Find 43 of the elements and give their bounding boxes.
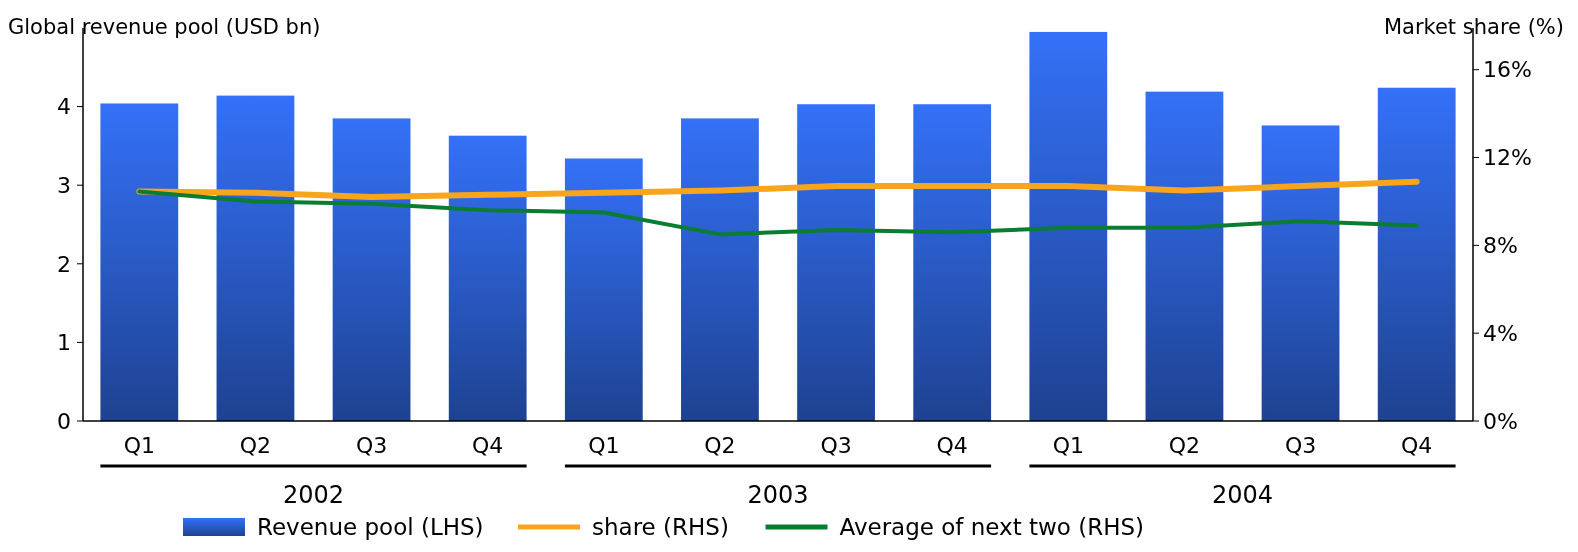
x-tick-label: Q2 bbox=[239, 433, 272, 458]
x-tick-label: Q4 bbox=[936, 433, 968, 458]
x-tick-label: Q4 bbox=[472, 433, 504, 458]
x-tick-label: Q1 bbox=[588, 433, 620, 458]
y2-axis-title: Market share (%) bbox=[1383, 15, 1564, 39]
text: 2003 bbox=[747, 481, 809, 509]
bar bbox=[448, 135, 527, 421]
bar bbox=[1029, 31, 1108, 421]
x-tick-label: Q3 bbox=[355, 433, 388, 458]
x-tick-label: Q3 bbox=[820, 433, 852, 458]
y2-tick-label: 4% bbox=[1483, 320, 1518, 346]
bar bbox=[797, 104, 875, 421]
bar bbox=[216, 95, 295, 421]
line-series bbox=[137, 189, 1419, 237]
bar bbox=[1145, 91, 1224, 421]
y2-tick-label: 16% bbox=[1483, 57, 1532, 83]
legend-label: share (RHS) bbox=[592, 514, 729, 541]
y-axis-title: Global revenue pool (USD bn) bbox=[8, 15, 321, 39]
y-tick-label: 2 bbox=[57, 251, 71, 277]
bar bbox=[564, 158, 643, 421]
bar bbox=[332, 118, 411, 421]
y-tick-label: 1 bbox=[57, 330, 71, 356]
text: 2004 bbox=[1211, 481, 1274, 509]
y-tick-label: 0 bbox=[57, 408, 71, 434]
y-tick-label: 3 bbox=[57, 172, 71, 198]
text: 2002 bbox=[282, 481, 345, 509]
x-tick-label: Q1 bbox=[1052, 433, 1084, 458]
x-tick-label: Q3 bbox=[1284, 433, 1317, 458]
bar bbox=[681, 118, 759, 421]
legend-label: Revenue pool (LHS) bbox=[257, 514, 484, 541]
bar bbox=[913, 104, 992, 421]
x-tick-label: Q2 bbox=[1168, 433, 1201, 458]
y2-tick-label: 12% bbox=[1483, 145, 1532, 171]
legend-label: Average of next two (RHS) bbox=[839, 514, 1145, 541]
bar bbox=[1261, 125, 1340, 421]
x-tick-label: Q1 bbox=[123, 433, 155, 458]
y-tick-label: 4 bbox=[57, 94, 71, 120]
bar bbox=[100, 103, 179, 421]
y2-tick-label: 8% bbox=[1483, 233, 1518, 259]
y2-tick-label: 0% bbox=[1483, 408, 1518, 434]
bar bbox=[1377, 87, 1456, 421]
x-tick-label: Q4 bbox=[1401, 433, 1433, 458]
x-tick-label: Q2 bbox=[704, 433, 736, 458]
